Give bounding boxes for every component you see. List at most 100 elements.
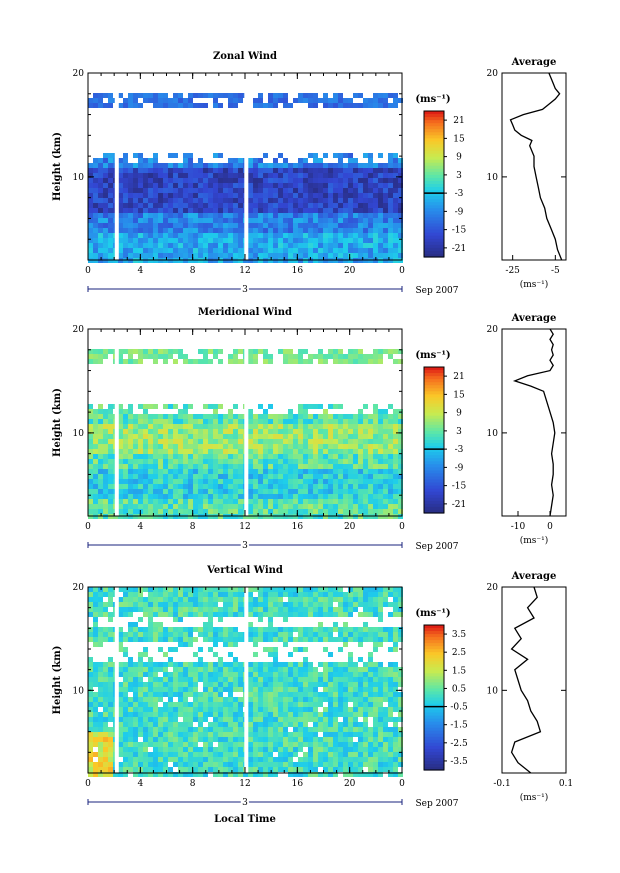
colorbar-frame (423, 366, 445, 514)
colorbar-swatch (424, 385, 444, 389)
colorbar-swatch (424, 406, 444, 411)
colorbar-swatch (424, 141, 444, 146)
panel-title: Meridional Wind (198, 307, 292, 318)
colorbar-tick-label: -3 (455, 189, 464, 199)
colorbar-swatch (424, 147, 444, 152)
colorbar-tick-label: -1.5 (450, 721, 468, 731)
colorbar-tick-label: 15 (453, 390, 465, 400)
y-tick-label: 10 (73, 686, 85, 696)
data-gap (114, 73, 119, 260)
profile-x-tick-label: 0 (547, 522, 553, 532)
profile-y-tick-label: 20 (487, 69, 499, 79)
colorbar-swatch (424, 697, 444, 702)
colorbar-swatch (424, 461, 444, 465)
colorbar-tick-label: 9 (456, 153, 462, 163)
x-tick-label: 0 (399, 266, 405, 276)
colorbar-swatch (424, 712, 444, 717)
colorbar-swatch (424, 253, 444, 258)
colorbar-swatch (424, 238, 444, 243)
colorbar-tick-label: 9 (456, 409, 462, 419)
colorbar-swatch (424, 409, 444, 414)
panel-title: Vertical Wind (206, 565, 283, 576)
colorbar-tick-label: 1.5 (452, 666, 467, 676)
colorbar-swatch (424, 187, 444, 191)
colorbar-swatch (424, 400, 444, 405)
x-tick-label: 0 (85, 779, 91, 789)
colorbar-tick-label: 2.5 (452, 648, 467, 658)
y-axis-label: Height (km) (52, 132, 63, 201)
colorbar-swatch (424, 114, 444, 118)
profile-title: Average (511, 313, 557, 324)
colorbar-swatch (424, 703, 444, 708)
colorbar-swatch (424, 165, 444, 170)
colorbar-swatch (424, 196, 444, 200)
colorbar-tick-label: 21 (453, 116, 464, 126)
colorbar-swatch (424, 682, 444, 687)
profile-x-tick-label: 0.1 (559, 779, 573, 789)
colorbar-swatch (424, 631, 444, 635)
colorbar-swatch (424, 667, 444, 671)
data-gap (114, 329, 119, 516)
x-tick-label: 0 (399, 779, 405, 789)
colorbar-swatch (424, 184, 444, 188)
profile-title: Average (511, 57, 557, 68)
colorbar-swatch (424, 391, 444, 395)
date-label: Sep 2007 (415, 286, 458, 296)
x-tick-label: 16 (292, 779, 304, 789)
colorbar-swatch (424, 229, 444, 234)
colorbar-swatch (424, 376, 444, 380)
colorbar-swatch (424, 676, 444, 680)
colorbar-swatch (424, 733, 444, 738)
x-tick-label: 4 (137, 522, 143, 532)
panel-2: Vertical Wind 10 20 Height (km) 0 4 8 12 16 20 0 3 S… (52, 565, 573, 825)
colorbar-swatch (424, 205, 444, 209)
colorbar-swatch (424, 247, 444, 252)
colorbar-swatch (424, 367, 444, 371)
profile-unit: (ms⁻¹) (520, 792, 549, 803)
colorbar-swatch (424, 193, 444, 197)
colorbar-swatch (424, 754, 444, 759)
colorbar-swatch (424, 766, 444, 771)
x-tick-label: 4 (137, 266, 143, 276)
colorbar-swatch (424, 223, 444, 228)
profile-x-tick-label: -10 (511, 522, 526, 532)
y-tick-label: 20 (73, 69, 85, 79)
colorbar-swatch (424, 180, 444, 185)
colorbar-swatch (424, 421, 444, 426)
colorbar-tick-label: -0.5 (450, 703, 468, 713)
profile-y-tick-label: 10 (487, 429, 499, 439)
x-tick-label: 12 (239, 779, 250, 789)
panel-title: Zonal Wind (213, 51, 277, 62)
colorbar-swatch (424, 226, 444, 231)
colorbar-swatch (424, 397, 444, 402)
colorbar-tick-label: 21 (453, 372, 464, 382)
colorbar-swatch (424, 670, 444, 674)
colorbar-swatch (424, 373, 444, 377)
colorbar-tick-label: -9 (455, 207, 464, 217)
colorbar-swatch (424, 685, 444, 690)
colorbar-swatch (424, 111, 444, 115)
colorbar-swatch (424, 250, 444, 255)
colorbar-frame (423, 624, 445, 771)
colorbar-swatch (424, 135, 444, 139)
colorbar-tick-label: -15 (452, 226, 467, 236)
profile-x-tick-label: -0.1 (493, 779, 510, 789)
x-tick-label: 0 (85, 522, 91, 532)
colorbar-swatch (424, 503, 444, 508)
colorbar-swatch (424, 745, 444, 750)
colorbar-swatch (424, 458, 444, 462)
colorbar-swatch (424, 500, 444, 505)
colorbar-swatch (424, 634, 444, 638)
profile-x-tick-label: -5 (551, 266, 560, 276)
colorbar-swatch (424, 643, 444, 647)
colorbar-swatch (424, 658, 444, 662)
colorbar-swatch (424, 190, 444, 194)
data-gap (114, 587, 119, 773)
colorbar-swatch (424, 721, 444, 726)
colorbar-swatch (424, 177, 444, 182)
colorbar-swatch (424, 415, 444, 420)
colorbar-swatch (424, 156, 444, 161)
x-tick-label: 0 (85, 266, 91, 276)
colorbar-swatch (424, 174, 444, 179)
